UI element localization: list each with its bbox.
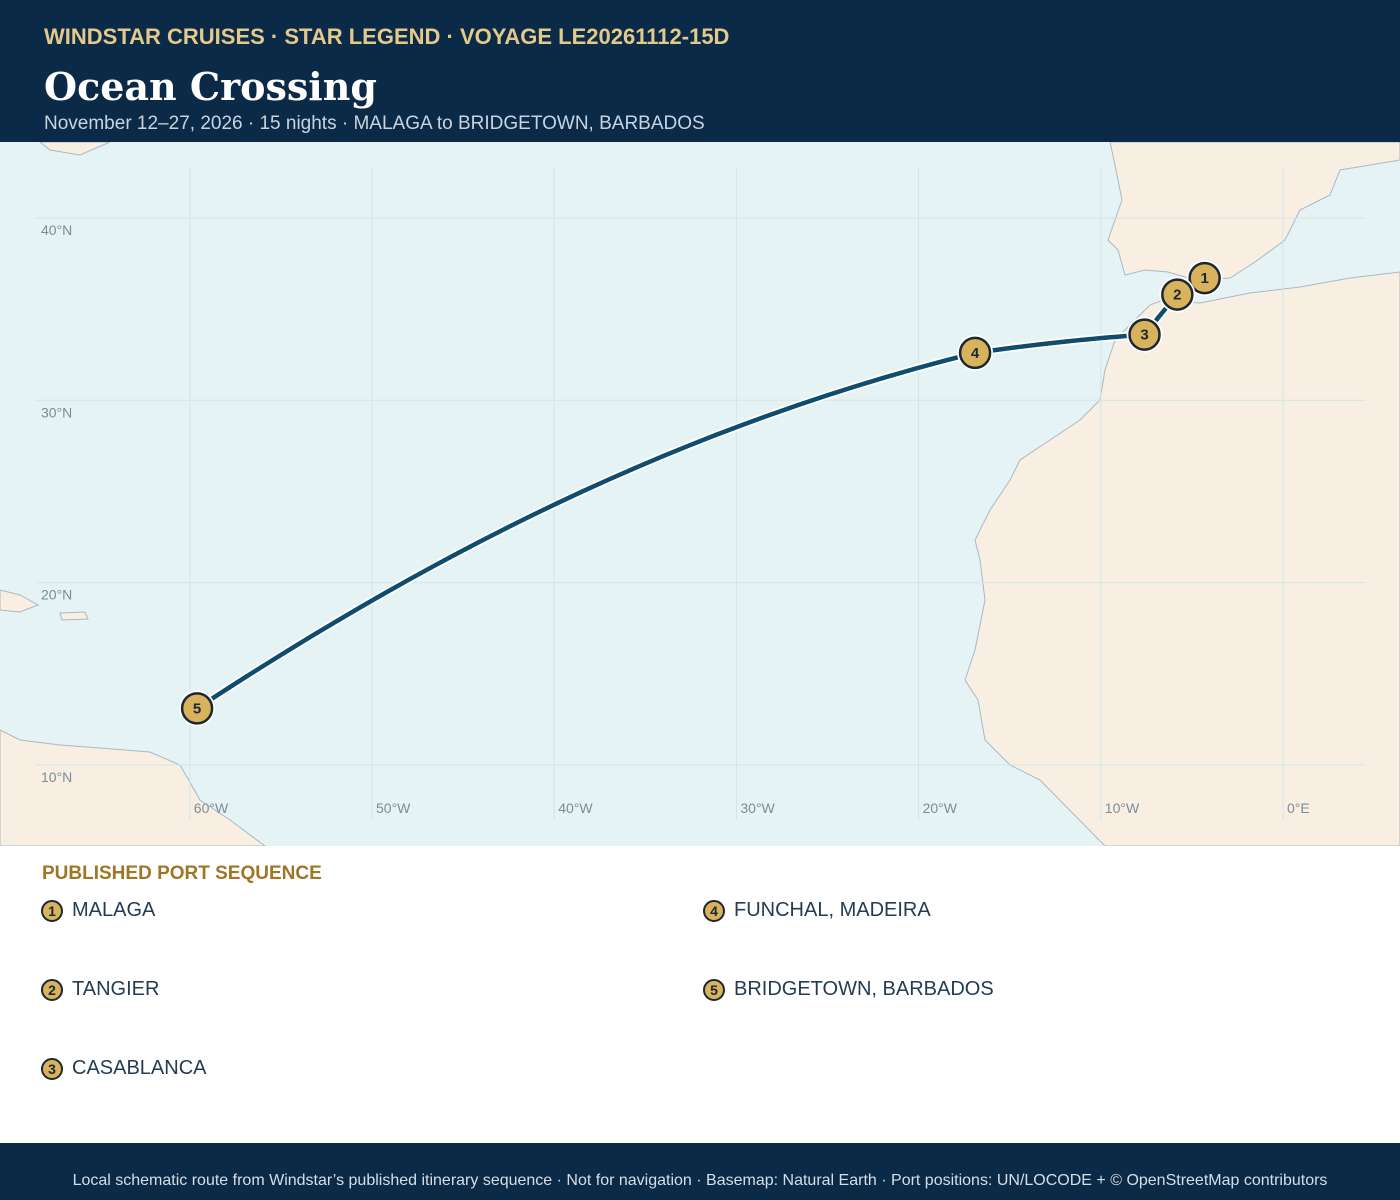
lat-label: 20°N xyxy=(41,587,72,603)
lon-label: 0°E xyxy=(1287,800,1310,816)
legend-title: PUBLISHED PORT SEQUENCE xyxy=(42,863,322,884)
port-name: TANGIER xyxy=(72,978,160,1000)
port-name: BRIDGETOWN, BARBADOS xyxy=(734,978,994,1000)
subtitle: November 12–27, 2026 · 15 nights · MALAG… xyxy=(44,113,705,134)
marker-number: 1 xyxy=(1200,270,1208,287)
legend-number: 5 xyxy=(703,978,725,1001)
lon-label: 60°W xyxy=(194,800,229,816)
legend-item: 3 CASABLANCA xyxy=(41,1057,207,1080)
title: Ocean Crossing xyxy=(44,64,377,109)
footer: Local schematic route from Windstar’s pu… xyxy=(0,1143,1400,1200)
lon-label: 10°W xyxy=(1105,800,1140,816)
lon-label: 20°W xyxy=(923,800,958,816)
lon-label: 30°W xyxy=(740,800,775,816)
legend-number: 1 xyxy=(41,899,63,922)
port-marker: 4 xyxy=(957,334,994,371)
marker xyxy=(1188,261,1221,295)
lat-label: 40°N xyxy=(41,222,72,238)
eyebrow: WINDSTAR CRUISES · STAR LEGEND · VOYAGE … xyxy=(44,24,730,49)
legend-number: 4 xyxy=(703,899,725,922)
header: WINDSTAR CRUISES · STAR LEGEND · VOYAGE … xyxy=(0,0,1400,142)
legend-item: 4 FUNCHAL, MADEIRA xyxy=(703,899,931,922)
legend-number: 2 xyxy=(41,978,63,1001)
port-marker: 1 xyxy=(1186,260,1223,297)
port-marker: 2 xyxy=(1159,276,1196,313)
legend-item: 5 BRIDGETOWN, BARBADOS xyxy=(703,978,994,1001)
marker-number: 4 xyxy=(971,345,980,362)
legend-item: 2 TANGIER xyxy=(41,978,159,1001)
port-name: FUNCHAL, MADEIRA xyxy=(734,899,931,921)
port-marker: 5 xyxy=(179,690,216,727)
port-marker: 3 xyxy=(1126,316,1163,353)
lon-label: 50°W xyxy=(376,800,411,816)
map: 40°N 30°N 20°N 10°N 60°W 50°W 40°W 30°W 20°W 10°W… xyxy=(0,142,1400,846)
lat-label: 10°N xyxy=(41,769,72,785)
lat-label: 30°N xyxy=(41,404,72,420)
marker-number: 3 xyxy=(1140,327,1148,344)
marker-number: 5 xyxy=(193,700,201,717)
map-layer: 40°N 30°N 20°N 10°N 60°W 50°W 40°W 30°W 20°W 10°W… xyxy=(36,168,1365,820)
marker xyxy=(958,336,992,370)
land xyxy=(59,611,89,621)
port-name: CASABLANCA xyxy=(72,1057,207,1079)
legend-number: 3 xyxy=(41,1057,63,1080)
port-name: MALAGA xyxy=(72,899,156,921)
marker xyxy=(1161,278,1194,311)
marker-number: 2 xyxy=(1173,287,1181,304)
land xyxy=(39,142,111,156)
lon-label: 40°W xyxy=(558,800,593,816)
marker xyxy=(1128,318,1161,351)
land xyxy=(0,589,40,613)
land xyxy=(964,271,1400,846)
marker xyxy=(180,692,214,725)
legend-item: 1 MALAGA xyxy=(41,899,155,922)
